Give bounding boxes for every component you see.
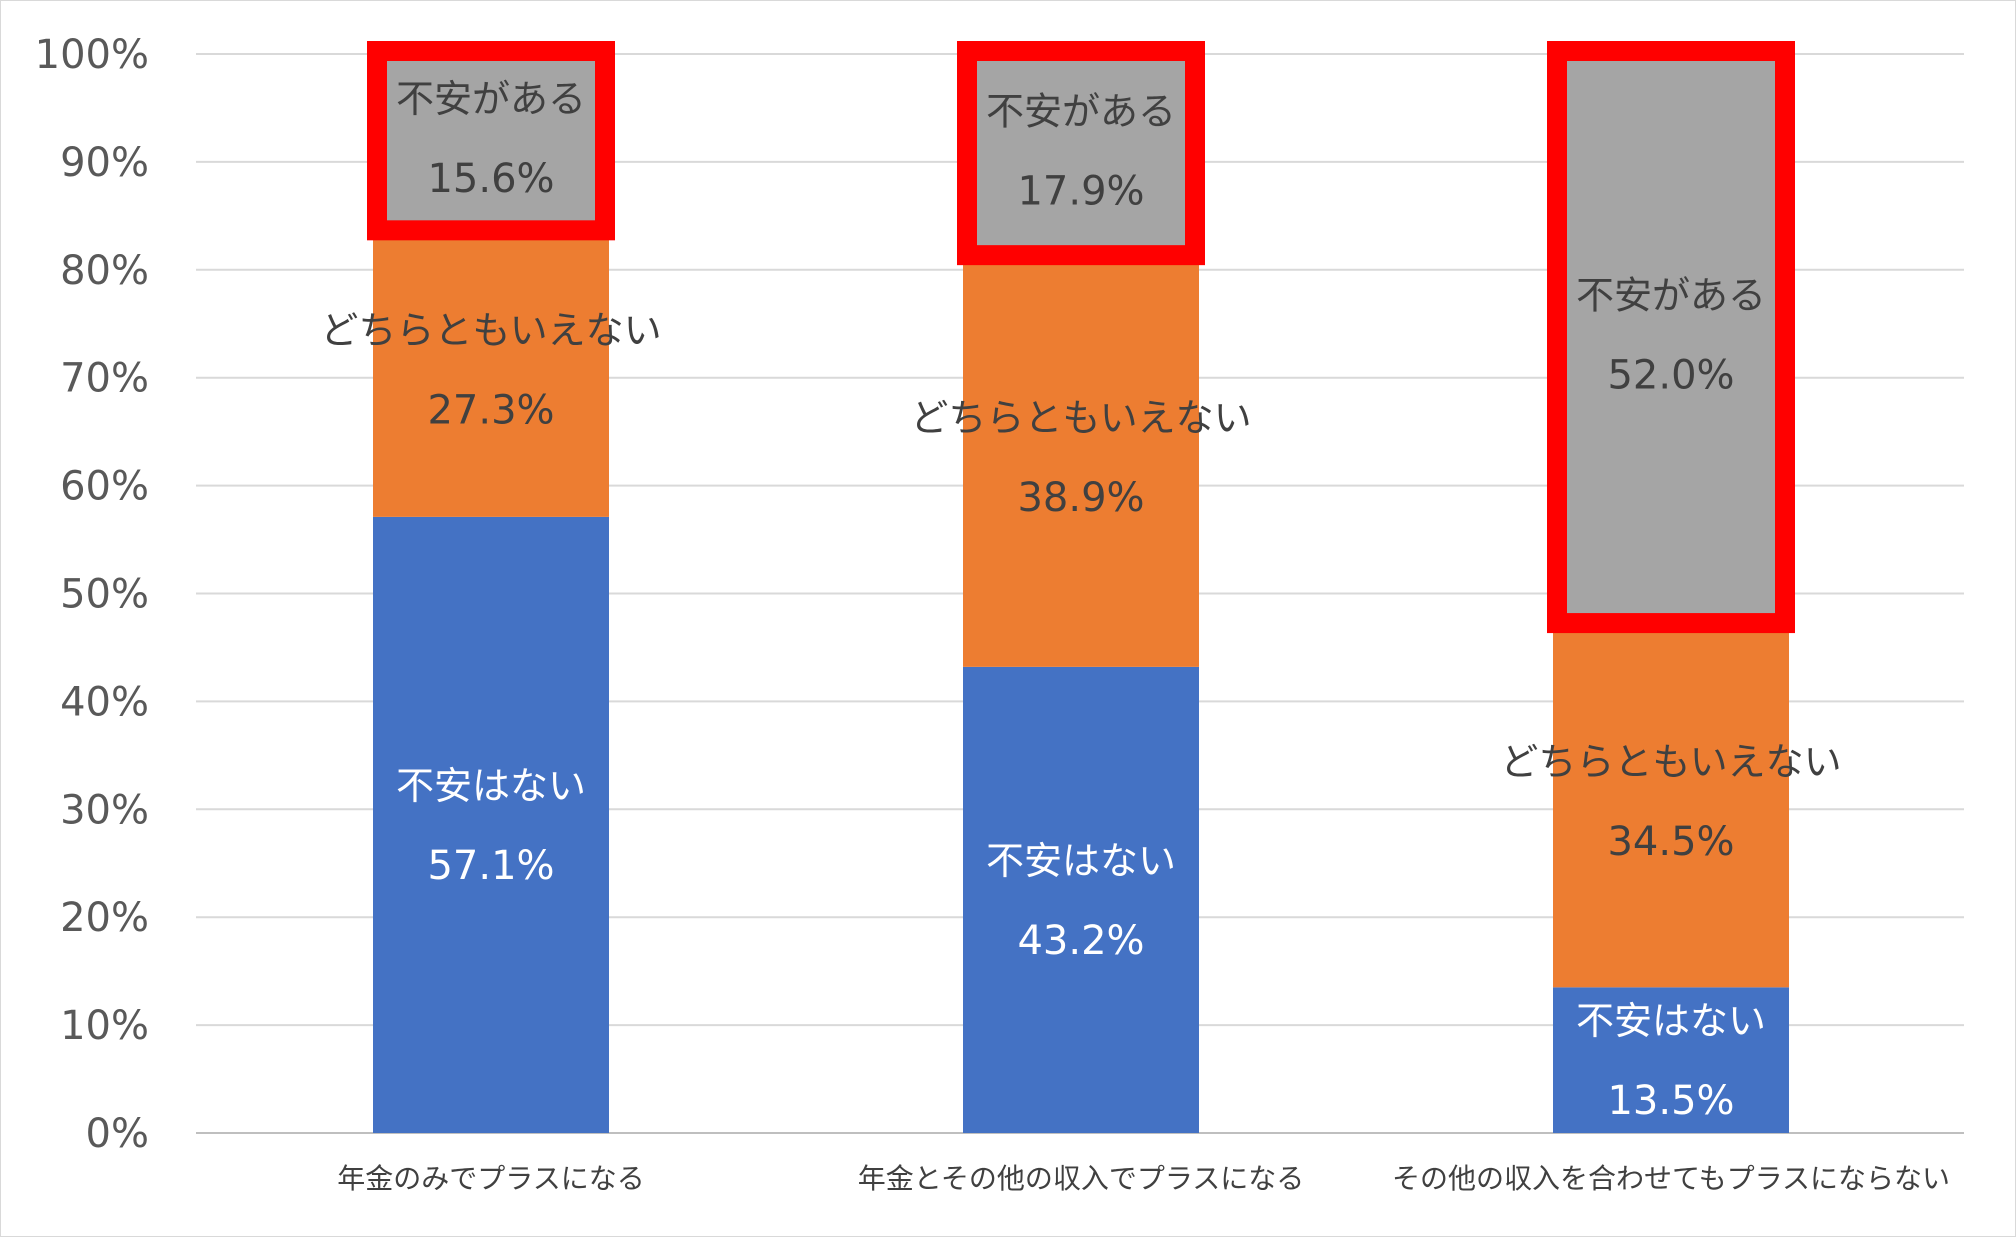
segment-value-label: 43.2% <box>1017 918 1144 964</box>
highlight-frames <box>367 41 1795 634</box>
bar-segment <box>1553 54 1789 616</box>
segment-value-label: 17.9% <box>1017 169 1144 215</box>
bar-segment <box>1553 987 1789 1133</box>
segment-value-label: 13.5% <box>1607 1078 1734 1124</box>
x-category-label: その他の収入を合わせてもプラスにならない <box>1392 1162 1950 1195</box>
x-category-label: 年金のみでプラスになる <box>337 1162 644 1195</box>
x-axis: 年金のみでプラスになる 年金とその他の収入でプラスになる その他の収入を合わせてもプ… <box>337 1162 1950 1195</box>
bar-segment <box>373 222 609 517</box>
segment-label: 不安はない <box>396 764 586 808</box>
y-tick-label: 20% <box>60 895 149 941</box>
bar-segment <box>373 516 609 1133</box>
segment-value-label: 27.3% <box>427 388 554 434</box>
y-tick-label: 10% <box>60 1003 149 1049</box>
segment-label: 不安はない <box>986 839 1176 883</box>
y-tick-label: 80% <box>60 248 149 294</box>
y-axis: 0% 10% 20% 30% 40% 50% 60% 70% 80% 90% 100% <box>35 32 149 1157</box>
segment-label: どちらともいえない <box>1500 740 1841 784</box>
segment-label: 不安がある <box>1576 274 1766 318</box>
bar-segment <box>1553 615 1789 988</box>
y-tick-label: 50% <box>60 572 149 618</box>
bar-segment <box>963 666 1199 1133</box>
highlight-frame <box>1547 41 1795 634</box>
segment-value-label: 52.0% <box>1607 353 1734 399</box>
segment-label: どちらともいえない <box>320 309 661 353</box>
segment-label: 不安がある <box>986 90 1176 134</box>
y-tick-label: 100% <box>35 32 149 78</box>
segment-label: 不安がある <box>396 77 586 121</box>
bar-segment <box>373 54 609 223</box>
data-labels: 不安はない 57.1% どちらともいえない 27.3% 不安がある 15.6% 不安はない 4… <box>320 77 1841 1124</box>
y-tick-label: 30% <box>60 787 149 833</box>
segment-label: どちらともいえない <box>910 396 1251 440</box>
bar-segment <box>963 247 1199 667</box>
highlight-frame <box>367 41 615 241</box>
y-tick-label: 70% <box>60 356 149 402</box>
y-tick-label: 90% <box>60 140 149 186</box>
bar-segment <box>963 54 1199 248</box>
segment-label: 不安はない <box>1576 999 1766 1043</box>
bars <box>373 54 1789 1133</box>
highlight-frame <box>957 41 1205 266</box>
segment-value-label: 57.1% <box>427 843 554 889</box>
x-category-label: 年金とその他の収入でプラスになる <box>858 1162 1305 1195</box>
y-tick-label: 40% <box>60 679 149 725</box>
segment-value-label: 34.5% <box>1607 819 1734 865</box>
y-tick-label: 0% <box>86 1111 149 1157</box>
segment-value-label: 15.6% <box>427 156 554 202</box>
segment-value-label: 38.9% <box>1017 475 1144 521</box>
y-tick-label: 60% <box>60 464 149 510</box>
